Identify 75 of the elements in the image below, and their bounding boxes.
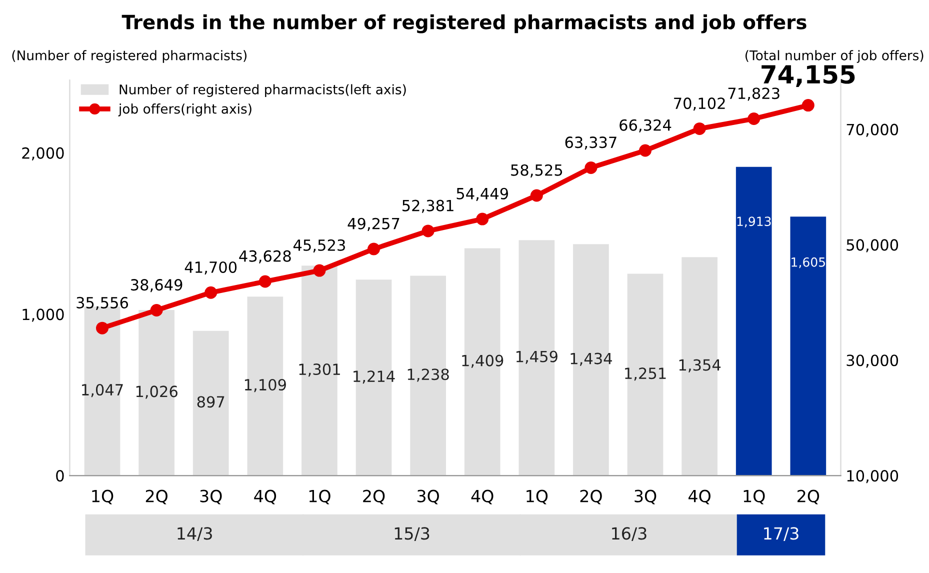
- x-tick-label: 1Q: [744, 490, 765, 504]
- text: 15/3: [394, 527, 430, 542]
- y2-tick-label: 70,000: [846, 124, 898, 137]
- bar: [192, 330, 229, 476]
- data-label: 1,026: [136, 386, 178, 399]
- data-label: 70,102: [674, 98, 725, 111]
- data-label: 63,337: [565, 136, 616, 150]
- x-tick-label: 3Q: [417, 490, 439, 504]
- x-tick-label: 2Q: [580, 490, 602, 504]
- data-label: 1,047: [82, 384, 123, 398]
- x-tick-label: 3Q: [634, 490, 656, 504]
- data-label: 35,556: [76, 296, 128, 310]
- point: [802, 99, 814, 112]
- x-tick-label: 3Q: [200, 490, 222, 504]
- point: [584, 161, 598, 174]
- point: [476, 212, 489, 226]
- data-label: 41,700: [184, 261, 237, 275]
- point: [693, 122, 706, 135]
- data-label: 54,449: [456, 188, 508, 201]
- data-label: 43,628: [239, 250, 291, 264]
- y-tick-label: 1,000: [22, 308, 64, 322]
- y2-tick-label: 10,000: [847, 470, 898, 484]
- x-tick-label: 1Q: [309, 490, 330, 504]
- legend-label: job offers(right axis): [118, 104, 252, 116]
- point: [368, 242, 380, 256]
- data-label: 1,605: [792, 257, 825, 268]
- data-label: 1,459: [516, 350, 558, 364]
- point: [422, 224, 434, 238]
- data-label: 1,251: [625, 368, 666, 381]
- point: [258, 275, 272, 288]
- data-label: 49,257: [348, 218, 400, 231]
- data-label: 1,238: [408, 368, 449, 382]
- data-label: 45,523: [293, 239, 345, 252]
- point: [748, 112, 760, 126]
- point: [530, 189, 543, 202]
- data-label: 66,324: [620, 119, 672, 132]
- bar: [790, 216, 826, 476]
- x-tick-label: 1Q: [92, 490, 114, 504]
- y-axis-title: (Number of registered pharmacists): [12, 50, 246, 63]
- point: [639, 144, 652, 157]
- data-label: 52,381: [402, 200, 454, 213]
- chart-title: Trends in the number of registered pharmacists and job offers: [122, 14, 806, 34]
- text: 17/3: [764, 527, 798, 542]
- y2-axis-title: (Total number of job offers): [746, 50, 924, 63]
- data-label: 1,109: [244, 378, 286, 392]
- data-label: 1,434: [570, 352, 612, 366]
- data-label: 74,155: [762, 65, 855, 87]
- point: [150, 304, 163, 316]
- data-label: 1,354: [679, 359, 721, 372]
- point: [204, 286, 218, 299]
- data-label: 897: [197, 396, 224, 408]
- y-tick-label: 0: [56, 470, 64, 482]
- text: 14/3: [178, 527, 212, 542]
- data-label: 1,913: [737, 216, 771, 228]
- data-label: 1,301: [299, 363, 340, 377]
- x-tick-label: 2Q: [798, 490, 820, 504]
- x-tick-label: 4Q: [688, 490, 710, 504]
- text: 16/3: [612, 527, 646, 542]
- data-label: 1,214: [354, 370, 395, 384]
- data-label: 58,525: [511, 164, 562, 178]
- point: [96, 322, 109, 334]
- y-tick-label: 2,000: [22, 147, 64, 160]
- data-label: 1,409: [462, 354, 504, 368]
- data-label: 71,823: [728, 88, 780, 101]
- x-tick-label: 1Q: [526, 490, 548, 504]
- y2-tick-label: 50,000: [846, 239, 898, 252]
- point: [313, 264, 326, 277]
- bar: [736, 166, 772, 476]
- x-tick-label: 4Q: [471, 490, 494, 504]
- data-label: 38,649: [130, 279, 182, 292]
- x-tick-label: 2Q: [363, 490, 385, 504]
- y2-tick-label: 30,000: [846, 354, 898, 368]
- x-tick-label: 4Q: [254, 490, 276, 504]
- x-tick-label: 2Q: [146, 490, 168, 504]
- legend-label: Number of registered pharmacists(left axis): [120, 84, 406, 97]
